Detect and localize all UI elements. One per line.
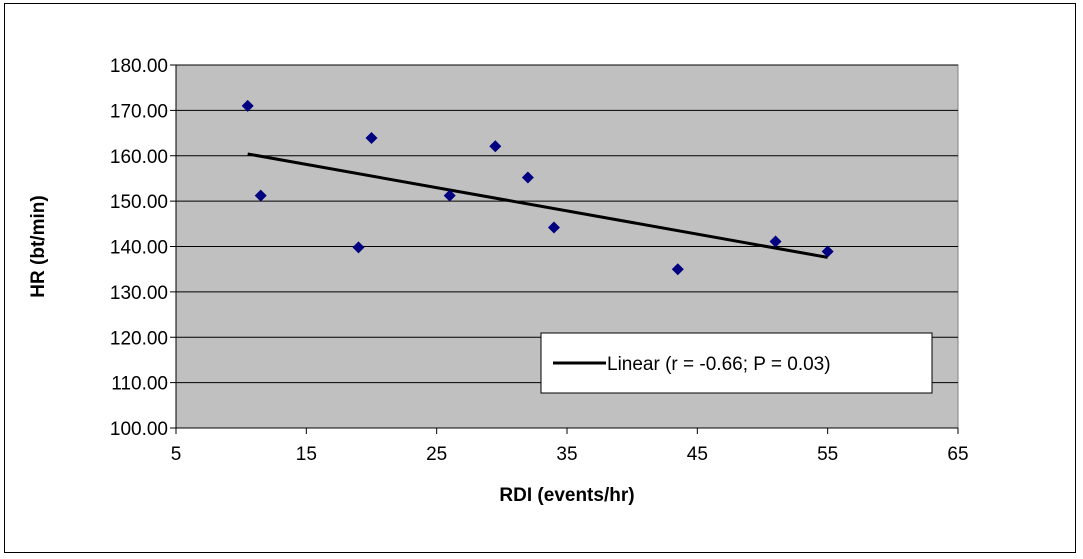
y-axis-title: HR (bt/min) <box>28 195 49 297</box>
data-point <box>489 140 502 153</box>
y-tick-label: 130.00 <box>110 283 168 304</box>
data-point <box>547 221 560 234</box>
y-tick-label: 110.00 <box>111 374 168 395</box>
y-tick-label: 150.00 <box>110 192 168 213</box>
data-point <box>671 263 684 276</box>
x-tick-label: 55 <box>817 444 838 465</box>
x-axis-title: RDI (events/hr) <box>499 485 634 506</box>
x-axis-ticks: 5 15 25 35 45 55 65 <box>171 428 969 465</box>
legend: Linear (r = -0.66; P = 0.03) <box>540 332 933 394</box>
y-tick-label: 180.00 <box>110 56 168 77</box>
data-point <box>821 245 834 258</box>
x-tick-label: 65 <box>947 444 968 465</box>
trendline-group <box>247 152 828 259</box>
x-tick-label: 35 <box>556 444 577 465</box>
data-point <box>769 235 782 248</box>
data-point <box>443 189 456 202</box>
y-tick-label: 140.00 <box>110 238 168 259</box>
y-axis-ticks: 100.00 110.00 120.00 130.00 140.00 150.00 160.… <box>110 56 176 440</box>
y-tick-label: 100.00 <box>110 419 168 440</box>
data-point <box>254 189 267 202</box>
x-tick-label: 45 <box>687 444 708 465</box>
data-point <box>352 241 365 254</box>
y-tick-label: 170.00 <box>110 101 168 122</box>
data-point <box>365 132 378 145</box>
x-tick-label: 25 <box>426 444 447 465</box>
x-tick-label: 5 <box>171 444 182 465</box>
y-tick-label: 120.00 <box>110 328 168 349</box>
data-points <box>241 99 834 276</box>
legend-label: Linear (r = -0.66; P = 0.03) <box>607 354 831 375</box>
x-tick-label: 15 <box>296 444 317 465</box>
data-point <box>241 99 254 112</box>
y-tick-label: 160.00 <box>110 147 168 168</box>
trendline <box>247 152 828 259</box>
legend-box <box>540 332 933 394</box>
data-point <box>521 171 534 184</box>
